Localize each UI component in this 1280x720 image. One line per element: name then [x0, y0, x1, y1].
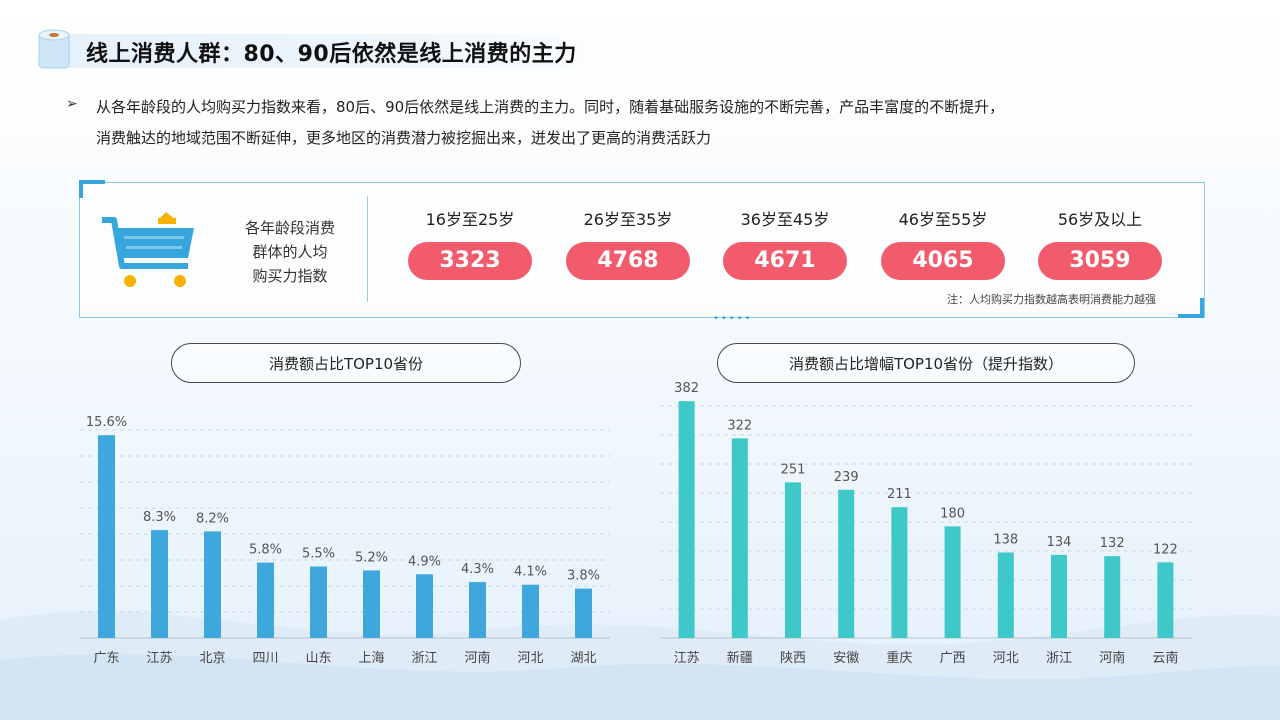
panel-corner-br: [1178, 314, 1204, 318]
bar: [1051, 554, 1067, 638]
data-label: 322: [727, 418, 752, 433]
age-group-label: 46岁至55岁: [898, 210, 988, 229]
data-label: 132: [1100, 536, 1125, 551]
data-label: 4.9%: [408, 554, 441, 569]
data-label: 8.3%: [143, 510, 176, 525]
data-label: 4.3%: [461, 562, 494, 577]
age-group-value: 4671: [723, 242, 847, 280]
category-label: 江苏: [674, 650, 700, 666]
bar: [204, 531, 221, 638]
data-label: 211: [887, 487, 912, 502]
category-label: 四川: [252, 651, 278, 666]
category-label: 浙江: [411, 651, 437, 666]
bar: [1104, 556, 1121, 638]
category-label: 河南: [464, 650, 490, 666]
panel-corner-tl: [79, 180, 105, 184]
data-label: 239: [834, 470, 859, 485]
data-label: 134: [1047, 535, 1072, 550]
panel-label-line: 群体的人均: [252, 243, 328, 261]
age-group-label: 26岁至35岁: [583, 210, 673, 229]
panel-corner-br-v: [1200, 298, 1204, 318]
data-label: 5.8%: [249, 543, 282, 558]
panel-note: 注：人均购买力指数越高表明消费能力越强: [947, 293, 1156, 306]
bar: [944, 526, 961, 638]
data-label: 180: [940, 506, 965, 521]
data-label: 3.8%: [567, 569, 600, 584]
age-group-value: 4065: [881, 242, 1005, 280]
category-label: 河南: [1099, 650, 1125, 666]
data-label: 138: [993, 532, 1018, 547]
category-label: 云南: [1152, 650, 1178, 666]
bar: [838, 489, 855, 638]
age-group-label: 36岁至45岁: [740, 210, 830, 229]
chart-2-title: 消费额占比增幅TOP10省份（提升指数）: [717, 343, 1135, 383]
chart-share-top10: 15.6% 广东 8.3% 江苏 8.2% 北京 5.8% 四川 5.5% 山东 5.2% 上海 4.9…: [80, 415, 610, 666]
category-label: 新疆: [727, 650, 753, 666]
category-label: 湖北: [570, 651, 596, 666]
bar: [891, 507, 908, 638]
age-group-36-45: 36岁至45岁 4671: [723, 208, 847, 280]
panel-label-line: 各年龄段消费: [244, 219, 335, 237]
shopping-cart-icon: [102, 212, 194, 287]
category-label: 广西: [940, 651, 966, 666]
category-label: 北京: [199, 651, 225, 666]
data-label: 251: [781, 462, 806, 477]
panel-divider: [367, 196, 368, 302]
age-group-46-55: 46岁至55岁 4065: [881, 208, 1005, 280]
age-group-value: 3059: [1038, 242, 1162, 280]
category-label: 河北: [517, 651, 543, 666]
bar: [678, 401, 695, 638]
age-group-label: 16岁至25岁: [425, 210, 515, 229]
age-group-26-35: 26岁至35岁 4768: [566, 208, 690, 280]
category-label: 上海: [358, 651, 384, 666]
category-label: 陕西: [780, 651, 806, 666]
category-label: 江苏: [146, 650, 172, 666]
bar: [522, 584, 539, 638]
bar: [98, 435, 115, 638]
bar: [997, 552, 1014, 638]
category-label: 浙江: [1046, 651, 1072, 666]
data-label: 5.5%: [302, 547, 335, 562]
bar: [731, 438, 748, 638]
category-label: 山东: [305, 651, 331, 666]
category-label: 广东: [93, 651, 119, 666]
category-label: 重庆: [886, 650, 912, 666]
chart-1-title: 消费额占比TOP10省份: [171, 343, 521, 383]
category-label: 河北: [993, 651, 1019, 666]
bar: [1157, 562, 1174, 638]
data-label: 5.2%: [355, 550, 388, 565]
bar: [785, 482, 801, 638]
bar: [575, 588, 592, 638]
title-bar: [62, 34, 622, 68]
chart-growth-top10: 382 江苏 322 新疆 251 陕西 239 安徽 211 重庆 180 广西 138 河北 134 浙江…: [660, 381, 1192, 666]
age-group-value: 4768: [566, 242, 690, 280]
page-title: 线上消费人群：80、90后依然是线上消费的主力: [86, 42, 577, 67]
age-group-56-plus: 56岁及以上 3059: [1038, 208, 1162, 280]
bar: [469, 582, 486, 638]
bar: [151, 530, 168, 638]
bar: [363, 570, 380, 638]
bar: [310, 566, 327, 638]
panel-label-line: 购买力指数: [252, 267, 328, 285]
panel-label: 各年龄段消费 群体的人均 购买力指数: [226, 216, 354, 288]
age-group-16-25: 16岁至25岁 3323: [408, 208, 532, 280]
bullet-arrow-icon: ➢: [66, 96, 78, 112]
data-label: 382: [674, 381, 699, 396]
age-group-value: 3323: [408, 242, 532, 280]
panel-corner-tl-v: [79, 180, 83, 198]
background-wave: [0, 611, 1280, 720]
data-label: 8.2%: [196, 511, 229, 526]
data-label: 122: [1153, 542, 1178, 557]
bar: [257, 562, 274, 638]
paper-roll-icon: [38, 29, 70, 69]
intro-line-1: 从各年龄段的人均购买力指数来看，80后、90后依然是线上消费的主力。同时，随着基…: [96, 98, 1005, 116]
panel-dots: •••••: [713, 313, 753, 324]
intro-paragraph: 从各年龄段的人均购买力指数来看，80后、90后依然是线上消费的主力。同时，随着基…: [96, 92, 1216, 154]
age-group-label: 56岁及以上: [1057, 210, 1143, 229]
bar: [416, 574, 433, 638]
category-label: 安徽: [833, 651, 859, 666]
data-label: 15.6%: [86, 415, 127, 430]
data-label: 4.1%: [514, 565, 547, 580]
intro-line-2: 消费触达的地域范围不断延伸，更多地区的消费潜力被挖掘出来，迸发出了更高的消费活跃…: [96, 129, 712, 147]
